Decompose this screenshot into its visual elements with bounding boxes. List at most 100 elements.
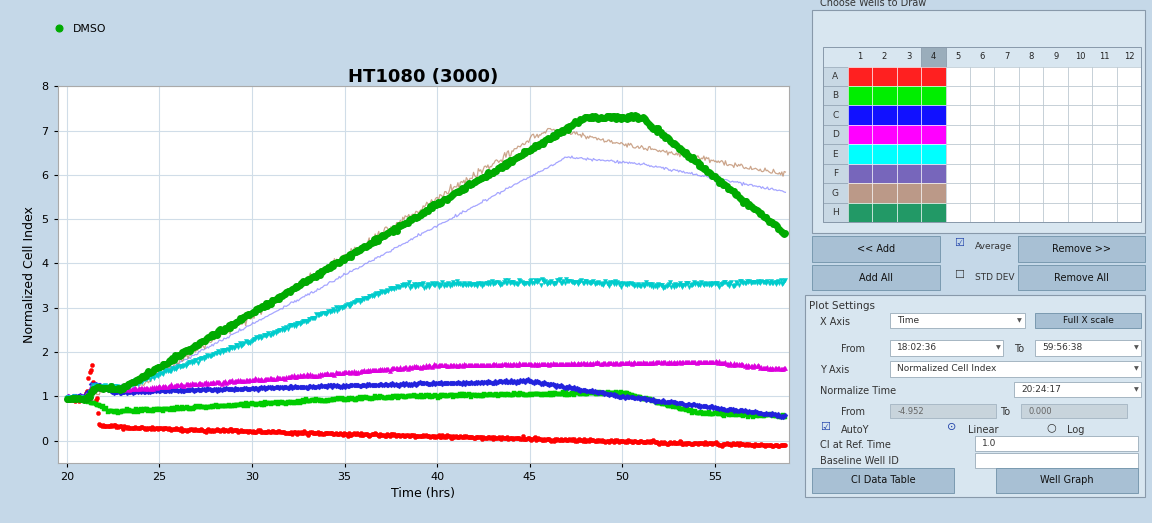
Text: 18:02:36: 18:02:36 [897,343,938,353]
Bar [946,125,970,144]
Bar [823,184,848,203]
Bar [823,144,848,164]
Bar [872,106,896,125]
Text: Choose Wells to Draw: Choose Wells to Draw [819,0,926,8]
Text: ☑: ☑ [954,238,964,248]
Bar [896,125,922,144]
Bar [1021,404,1128,418]
Title: HT1080 (3000): HT1080 (3000) [348,68,499,86]
Bar [848,125,872,144]
Bar [994,184,1020,203]
Bar [896,144,922,164]
Bar [872,203,896,222]
Bar [922,125,946,144]
Legend: DMSO: DMSO [48,24,107,34]
Bar [890,404,996,418]
Bar [1020,144,1044,164]
Bar [994,106,1020,125]
Text: CI at Ref. Time: CI at Ref. Time [819,439,890,450]
Bar [1044,144,1068,164]
Bar [823,203,848,222]
Bar [970,106,994,125]
Bar [890,313,1024,328]
Bar [848,86,872,106]
Text: To: To [1000,406,1010,417]
Bar [823,47,1142,222]
Bar [812,10,1145,233]
Text: CI Data Table: CI Data Table [851,475,916,485]
Bar [896,164,922,184]
Bar [1044,125,1068,144]
Bar [896,86,922,106]
Text: 8: 8 [1029,52,1033,61]
Text: ☐: ☐ [954,270,964,280]
Bar [823,106,848,125]
Text: From: From [841,344,865,354]
Bar [994,164,1020,184]
Text: Full X scale: Full X scale [1063,316,1114,325]
Bar [872,164,896,184]
Bar [1068,86,1092,106]
Bar [848,144,872,164]
Bar [1068,144,1092,164]
Text: Linear: Linear [968,425,999,436]
Text: ▼: ▼ [1134,366,1138,371]
Text: 12: 12 [1124,52,1135,61]
Bar [823,164,848,184]
Text: << Add: << Add [857,244,895,254]
Bar [1068,66,1092,86]
Bar [1020,184,1044,203]
Bar [946,144,970,164]
Bar [1020,125,1044,144]
Bar [848,203,872,222]
Bar [970,164,994,184]
Bar [1014,382,1142,397]
Bar [970,66,994,86]
Text: Add All: Add All [859,272,893,283]
Text: H: H [832,208,839,217]
Bar [970,203,994,222]
Text: 59:56:38: 59:56:38 [1043,343,1083,353]
Text: 3: 3 [907,52,911,61]
Bar [922,144,946,164]
Text: Well Graph: Well Graph [1040,475,1094,485]
Bar [823,66,848,86]
Bar [890,361,1142,377]
Text: Remove All: Remove All [1054,272,1108,283]
Bar [922,164,946,184]
Bar [1020,203,1044,222]
Bar [1092,164,1117,184]
Bar [812,468,954,493]
Text: Remove >>: Remove >> [1052,244,1111,254]
Bar [1036,313,1142,328]
Bar [890,340,1003,356]
Bar [946,203,970,222]
Bar [1092,106,1117,125]
Bar [1117,184,1142,203]
Text: 2: 2 [881,52,887,61]
Text: AutoY: AutoY [841,425,870,436]
Bar [823,125,848,144]
Text: From: From [841,406,865,417]
Bar [1020,164,1044,184]
Text: -4.952: -4.952 [897,406,924,416]
Bar [1117,66,1142,86]
Text: D: D [832,130,839,139]
Text: 0.000: 0.000 [1029,406,1052,416]
Bar [1117,86,1142,106]
Bar [1044,66,1068,86]
Text: ▼: ▼ [1134,387,1138,392]
Bar [1068,203,1092,222]
Text: F: F [833,169,838,178]
Bar [872,144,896,164]
Bar [1044,86,1068,106]
Bar [1017,236,1145,262]
Text: 5: 5 [955,52,961,61]
Text: ○: ○ [1046,422,1055,432]
Bar [970,125,994,144]
Bar [1017,265,1145,290]
Bar [848,184,872,203]
Text: Y Axis: Y Axis [819,365,849,375]
Bar [1117,106,1142,125]
Bar [1068,125,1092,144]
